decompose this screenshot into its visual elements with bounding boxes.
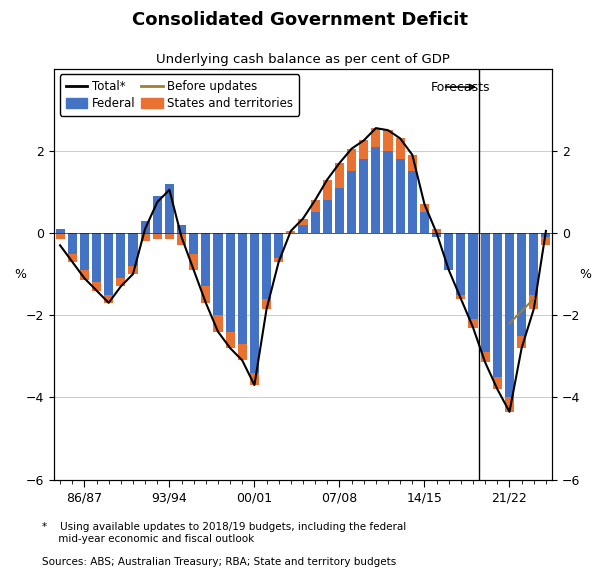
Bar — [469, 233, 478, 319]
Bar — [238, 344, 247, 360]
Title: Underlying cash balance as per cent of GDP: Underlying cash balance as per cent of G… — [156, 53, 450, 66]
Bar — [505, 233, 514, 397]
Bar — [359, 140, 368, 159]
Bar — [395, 138, 405, 159]
Bar — [541, 233, 550, 237]
Y-axis label: %: % — [580, 268, 592, 280]
Bar — [286, 231, 295, 233]
Bar — [68, 233, 77, 254]
Bar — [116, 278, 125, 287]
Bar — [68, 254, 77, 262]
Bar — [420, 204, 429, 212]
Bar — [92, 282, 101, 291]
Bar — [493, 233, 502, 377]
Bar — [457, 233, 466, 295]
Bar — [481, 233, 490, 352]
Bar — [201, 233, 211, 287]
Bar — [311, 200, 320, 212]
Bar — [517, 336, 526, 348]
Bar — [116, 233, 125, 278]
Text: Forecasts: Forecasts — [431, 81, 490, 94]
Bar — [347, 148, 356, 171]
Bar — [80, 270, 89, 280]
Bar — [140, 233, 149, 241]
Bar — [371, 147, 380, 233]
Bar — [469, 319, 478, 328]
Bar — [323, 200, 332, 233]
Bar — [432, 233, 441, 237]
Bar — [420, 212, 429, 233]
Bar — [347, 171, 356, 233]
Bar — [529, 295, 538, 309]
Bar — [383, 151, 392, 233]
Bar — [335, 188, 344, 233]
Bar — [128, 233, 137, 266]
Bar — [262, 233, 271, 299]
Bar — [80, 233, 89, 270]
Bar — [432, 229, 441, 233]
Bar — [104, 295, 113, 303]
Bar — [214, 233, 223, 315]
Bar — [226, 332, 235, 348]
Bar — [201, 287, 211, 303]
Bar — [457, 295, 466, 299]
Bar — [383, 130, 392, 151]
Bar — [177, 225, 186, 233]
Bar — [128, 266, 137, 274]
Bar — [165, 233, 174, 239]
Bar — [408, 155, 417, 171]
Bar — [165, 184, 174, 233]
Bar — [311, 212, 320, 233]
Bar — [371, 128, 380, 147]
Bar — [56, 229, 65, 233]
Bar — [395, 159, 405, 233]
Bar — [529, 233, 538, 295]
Text: Consolidated Government Deficit: Consolidated Government Deficit — [132, 11, 468, 30]
Bar — [140, 220, 149, 233]
Bar — [152, 196, 162, 233]
Bar — [493, 377, 502, 389]
Bar — [323, 179, 332, 200]
Bar — [152, 233, 162, 239]
Bar — [335, 163, 344, 188]
Bar — [517, 233, 526, 336]
Bar — [238, 233, 247, 344]
Bar — [177, 233, 186, 246]
Legend: Total*, Federal, Before updates, States and territories: Total*, Federal, Before updates, States … — [60, 74, 299, 116]
Bar — [262, 299, 271, 309]
Bar — [298, 219, 308, 225]
Bar — [250, 373, 259, 385]
Bar — [214, 315, 223, 332]
Bar — [189, 233, 198, 254]
Bar — [226, 233, 235, 332]
Bar — [189, 254, 198, 270]
Text: Sources: ABS; Australian Treasury; RBA; State and territory budgets: Sources: ABS; Australian Treasury; RBA; … — [42, 557, 396, 567]
Bar — [505, 397, 514, 412]
Bar — [298, 225, 308, 233]
Bar — [104, 233, 113, 295]
Text: *    Using available updates to 2018/19 budgets, including the federal
     mid-: * Using available updates to 2018/19 bud… — [42, 522, 406, 544]
Y-axis label: %: % — [14, 268, 26, 280]
Bar — [444, 233, 454, 270]
Bar — [250, 233, 259, 373]
Bar — [481, 352, 490, 363]
Bar — [408, 171, 417, 233]
Bar — [274, 233, 283, 258]
Bar — [274, 258, 283, 262]
Bar — [541, 237, 550, 246]
Bar — [56, 233, 65, 239]
Bar — [359, 159, 368, 233]
Bar — [92, 233, 101, 282]
